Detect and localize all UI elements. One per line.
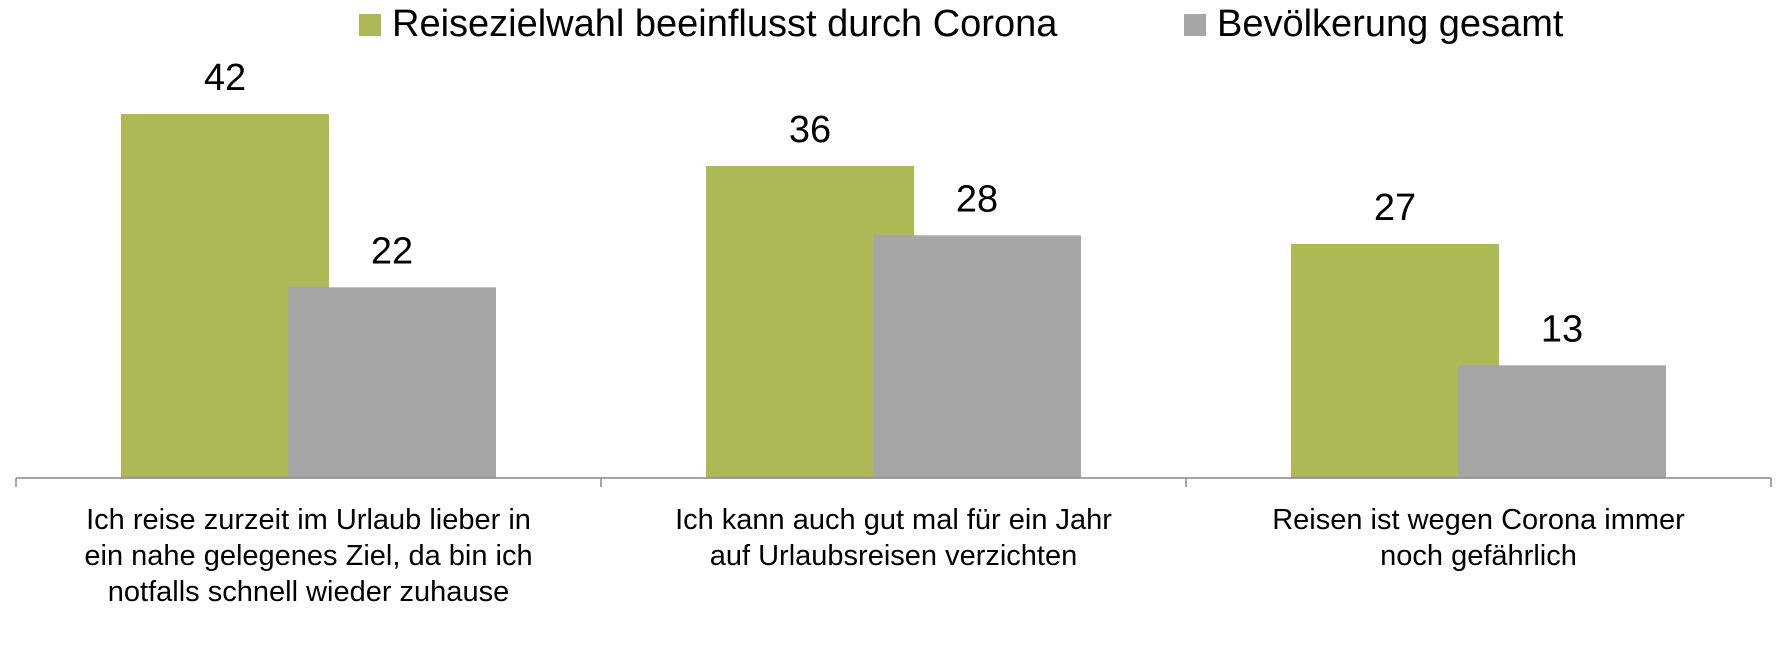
x-tick-label: Reisen ist wegen Corona immer noch gefäh…: [1272, 504, 1685, 572]
bar: [873, 235, 1081, 478]
bar: [1458, 365, 1666, 478]
bar: [288, 287, 496, 478]
x-tick-label: Ich kann auch gut mal für ein Jahr auf U…: [675, 504, 1112, 572]
data-label: 13: [1541, 308, 1583, 350]
legend-swatch: [359, 14, 381, 36]
legend-swatch: [1184, 14, 1206, 36]
data-label: 22: [371, 230, 413, 272]
data-label: 36: [789, 109, 831, 151]
legend-label: Reisezielwahl beeinflusst durch Corona: [392, 3, 1058, 45]
data-label: 28: [956, 178, 998, 220]
legend-label: Bevölkerung gesamt: [1217, 3, 1564, 45]
x-tick-label: Ich reise zurzeit im Urlaub lieber in ei…: [84, 504, 533, 608]
data-label: 27: [1374, 187, 1416, 229]
data-label: 42: [204, 57, 246, 99]
